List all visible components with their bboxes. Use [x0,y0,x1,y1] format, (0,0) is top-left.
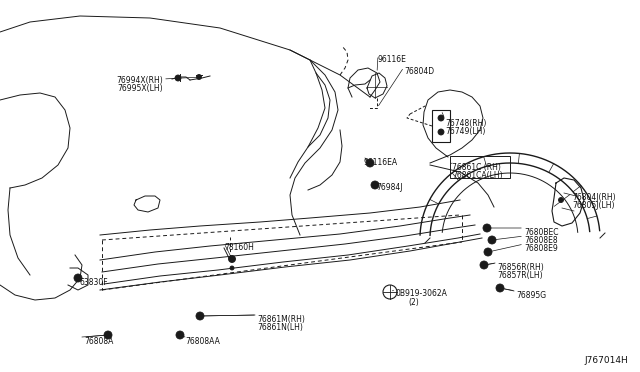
Text: 76895G: 76895G [516,291,546,300]
Circle shape [104,331,112,339]
Text: 76808A: 76808A [84,337,113,346]
Circle shape [228,256,236,263]
Circle shape [366,159,374,167]
Text: 76861N(LH): 76861N(LH) [257,323,303,332]
Text: 76994X(RH): 76994X(RH) [116,76,163,85]
Circle shape [483,224,491,232]
Text: 78160H: 78160H [224,243,254,252]
Circle shape [438,129,444,135]
Bar [450,156,510,178]
Text: 76808E8: 76808E8 [524,236,557,245]
Text: 76804D: 76804D [404,67,434,76]
Circle shape [438,115,444,121]
Text: 76861C (RH): 76861C (RH) [452,163,501,172]
Text: 76857R(LH): 76857R(LH) [497,271,543,280]
Text: 76749(LH): 76749(LH) [445,127,485,136]
Text: 76808AA: 76808AA [185,337,220,346]
Text: 76805J(LH): 76805J(LH) [572,201,614,210]
Text: 76861CA(LH): 76861CA(LH) [452,171,502,180]
Text: 76861M(RH): 76861M(RH) [257,315,305,324]
Circle shape [196,74,202,80]
Circle shape [176,331,184,339]
Circle shape [480,261,488,269]
Circle shape [496,284,504,292]
Circle shape [371,181,379,189]
Circle shape [230,266,234,270]
Circle shape [559,198,563,202]
Text: 76748(RH): 76748(RH) [445,119,486,128]
Text: 7680BEC: 7680BEC [524,228,559,237]
Text: 76995X(LH): 76995X(LH) [117,84,163,93]
Text: J767014H: J767014H [584,356,628,365]
Circle shape [175,75,181,81]
Text: 96116EA: 96116EA [363,158,397,167]
Text: 96116E: 96116E [378,55,407,64]
Circle shape [196,312,204,320]
Circle shape [484,248,492,256]
Text: 76856R(RH): 76856R(RH) [497,263,544,272]
Text: 0B919-3062A: 0B919-3062A [396,289,448,298]
Circle shape [74,274,82,282]
Text: 76804J(RH): 76804J(RH) [572,193,616,202]
Text: 63830F: 63830F [80,278,109,287]
Text: 76984J: 76984J [376,183,403,192]
Text: 76808E9: 76808E9 [524,244,557,253]
Circle shape [488,236,496,244]
Bar [432,110,450,142]
Text: (2): (2) [408,298,419,307]
